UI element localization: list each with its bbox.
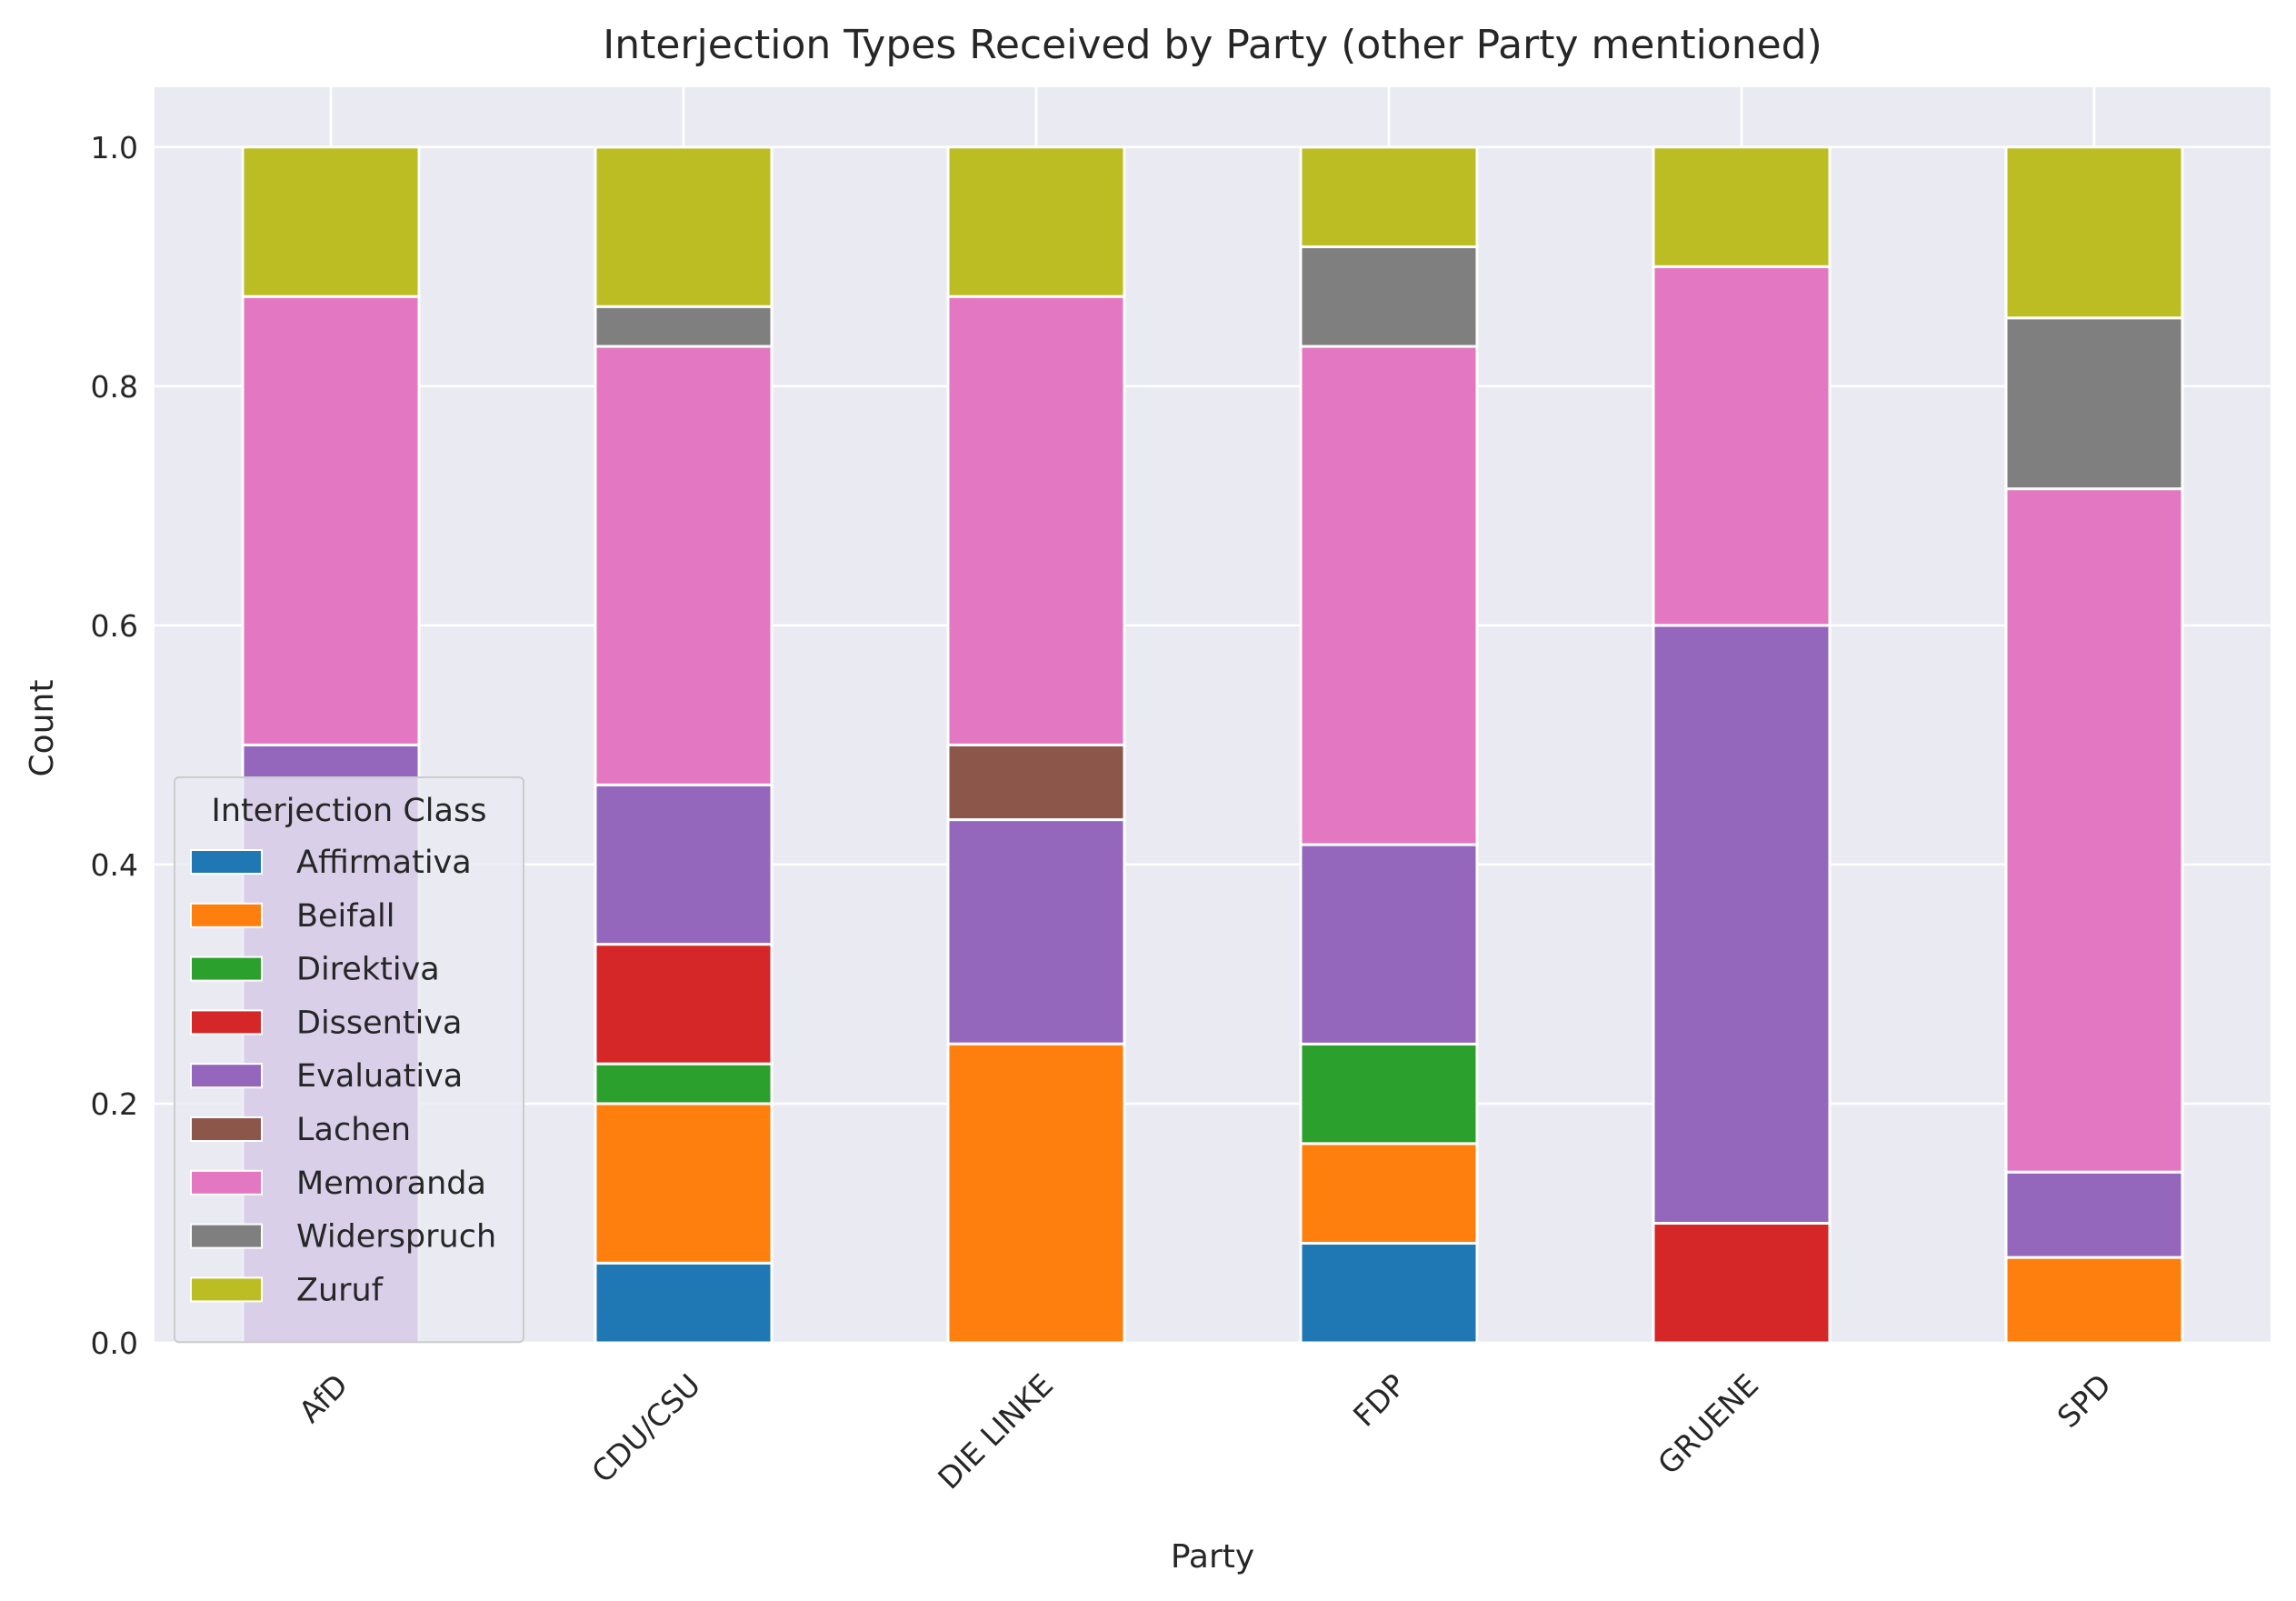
bar-segment <box>1652 145 1832 268</box>
legend-label: Lachen <box>296 1112 411 1148</box>
legend-label: Memoranda <box>296 1166 486 1202</box>
x-tick-label: FDP <box>1346 1367 1413 1434</box>
legend-label: Zuruf <box>296 1272 384 1308</box>
legend-swatch <box>190 1169 263 1196</box>
bar-segment <box>2004 1170 2184 1259</box>
legend-label: Widerspruch <box>296 1219 496 1256</box>
legend: Interjection Class Affirmativa Beifall Dir… <box>174 776 524 1344</box>
legend-item: Zuruf <box>190 1272 384 1308</box>
legend-label: Dissentiva <box>296 1005 462 1041</box>
bar-segment <box>2004 316 2184 491</box>
legend-label: Evaluativa <box>296 1058 463 1095</box>
legend-swatch <box>190 956 263 982</box>
bar-segment <box>594 783 774 946</box>
legend-swatch <box>190 849 263 875</box>
x-tick-label: CDU/CSU <box>584 1367 707 1490</box>
y-tick-label: 0.2 <box>91 1086 138 1122</box>
bar-segment <box>946 1042 1126 1345</box>
bar-segment <box>1299 345 1479 846</box>
bar-segment <box>594 1062 774 1106</box>
legend-item: Beifall <box>190 898 395 935</box>
legend-item: Lachen <box>190 1112 411 1148</box>
legend-label: Beifall <box>296 898 395 935</box>
legend-item: Memoranda <box>190 1166 486 1202</box>
legend-item: Direktiva <box>190 952 440 988</box>
y-tick-label: 0.0 <box>91 1326 138 1361</box>
bar-segment <box>1299 843 1479 1046</box>
y-tick-label: 1.0 <box>91 130 138 165</box>
legend-swatch <box>190 1276 263 1303</box>
bar-segment <box>1652 624 1832 1225</box>
y-tick-label: 0.4 <box>91 847 138 883</box>
bar-segment <box>2004 145 2184 320</box>
legend-items: Affirmativa Beifall Direktiva Dissentiva Eva… <box>190 845 496 1308</box>
legend-label: Direktiva <box>296 952 440 988</box>
bar-stack <box>2004 145 2184 1345</box>
bar-segment <box>946 818 1126 1046</box>
y-axis-label: Count <box>24 680 61 777</box>
legend-item: Widerspruch <box>190 1219 496 1256</box>
bar-stack <box>1652 145 1832 1345</box>
legend-item: Dissentiva <box>190 1005 462 1041</box>
bar-segment <box>594 305 774 348</box>
y-axis-ticks: 0.0 0.2 0.4 0.6 0.8 1.0 <box>91 130 138 1361</box>
bar-segment <box>594 1261 774 1345</box>
x-axis-ticks: AfD CDU/CSU DIE LINKE FDP GRUENE SPD <box>292 1367 2118 1496</box>
bar-segment <box>946 743 1126 822</box>
bar-segment <box>2004 1256 2184 1345</box>
bar-segment <box>1299 245 1479 348</box>
bar-segment <box>241 145 421 298</box>
bar-segment <box>1299 1142 1479 1245</box>
legend-swatch <box>190 1063 263 1089</box>
bar-segment <box>946 295 1126 746</box>
x-axis-label: Party <box>1171 1538 1254 1576</box>
bar-segment <box>1652 1221 1832 1345</box>
bar-segment <box>241 295 421 746</box>
bar-segment <box>594 943 774 1066</box>
bar-segment <box>594 1102 774 1265</box>
bar-stack <box>946 145 1126 1345</box>
legend-swatch <box>190 1116 263 1142</box>
legend-title: Interjection Class <box>212 793 487 829</box>
chart-title: Interjection Types Received by Party (ot… <box>603 22 1822 68</box>
legend-item: Affirmativa <box>190 845 472 881</box>
bar-segment <box>594 145 774 308</box>
bar-segment <box>1299 1042 1479 1146</box>
bar-stack <box>594 145 774 1345</box>
y-tick-label: 0.8 <box>91 369 138 405</box>
bar-stack <box>1299 145 1479 1345</box>
legend-swatch <box>190 1223 263 1249</box>
bar-segment <box>1652 265 1832 627</box>
x-tick-label: AfD <box>292 1367 354 1430</box>
legend-swatch <box>190 1009 263 1036</box>
bar-segment <box>1299 145 1479 248</box>
x-tick-label: DIE LINKE <box>931 1367 1060 1496</box>
x-tick-label: SPD <box>2051 1367 2118 1435</box>
legend-item: Evaluativa <box>190 1058 463 1095</box>
bar-segment <box>946 145 1126 298</box>
x-tick-label: GRUENE <box>1651 1367 1765 1482</box>
bar-segment <box>594 345 774 786</box>
y-tick-label: 0.6 <box>91 608 138 644</box>
bar-segment <box>2004 487 2184 1174</box>
legend-label: Affirmativa <box>296 845 472 881</box>
bar-segment <box>1299 1241 1479 1345</box>
legend-swatch <box>190 902 263 928</box>
